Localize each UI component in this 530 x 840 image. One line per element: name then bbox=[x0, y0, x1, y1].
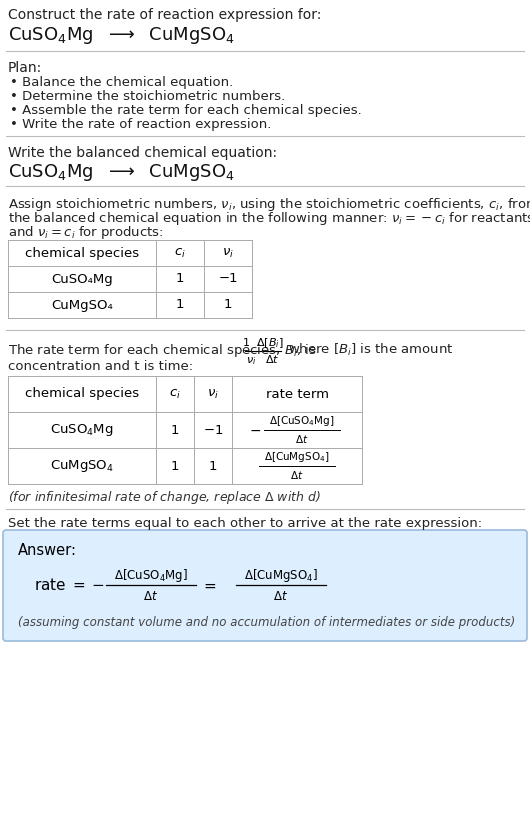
Text: CuSO₄Mg: CuSO₄Mg bbox=[51, 272, 113, 286]
Text: rate term: rate term bbox=[266, 387, 329, 401]
Text: $\Delta$[CuSO$_4$Mg]: $\Delta$[CuSO$_4$Mg] bbox=[114, 566, 188, 584]
Text: $=$: $=$ bbox=[201, 578, 217, 592]
Text: $\nu_i$: $\nu_i$ bbox=[222, 246, 234, 260]
Text: • Assemble the rate term for each chemical species.: • Assemble the rate term for each chemic… bbox=[10, 104, 362, 117]
Text: chemical species: chemical species bbox=[25, 246, 139, 260]
Text: • Write the rate of reaction expression.: • Write the rate of reaction expression. bbox=[10, 118, 271, 131]
Text: $\Delta$[CuMgSO$_4$]: $\Delta$[CuMgSO$_4$] bbox=[264, 450, 330, 464]
Text: 1: 1 bbox=[209, 459, 217, 472]
Text: 1  $\Delta$[$B_i$]: 1 $\Delta$[$B_i$] bbox=[242, 336, 284, 350]
Text: The rate term for each chemical species, $B_i$, is: The rate term for each chemical species,… bbox=[8, 342, 316, 359]
Text: CuMgSO₄: CuMgSO₄ bbox=[51, 298, 113, 312]
Text: • Balance the chemical equation.: • Balance the chemical equation. bbox=[10, 76, 233, 89]
Text: CuSO$_4$Mg  $\longrightarrow$  CuMgSO$_4$: CuSO$_4$Mg $\longrightarrow$ CuMgSO$_4$ bbox=[8, 162, 235, 183]
Text: the balanced chemical equation in the following manner: $\nu_i = -c_i$ for react: the balanced chemical equation in the fo… bbox=[8, 210, 530, 227]
Text: $\Delta$[CuMgSO$_4$]: $\Delta$[CuMgSO$_4$] bbox=[244, 566, 318, 584]
Text: (assuming constant volume and no accumulation of intermediates or side products): (assuming constant volume and no accumul… bbox=[18, 616, 515, 629]
Text: rate $= -$: rate $= -$ bbox=[34, 577, 104, 593]
Text: $\nu_i$: $\nu_i$ bbox=[207, 387, 219, 401]
Text: $c_i$: $c_i$ bbox=[174, 246, 186, 260]
Text: 1: 1 bbox=[224, 298, 232, 312]
Text: $-$: $-$ bbox=[249, 423, 261, 437]
Text: 1: 1 bbox=[171, 423, 179, 437]
Text: Set the rate terms equal to each other to arrive at the rate expression:: Set the rate terms equal to each other t… bbox=[8, 517, 482, 530]
FancyBboxPatch shape bbox=[3, 530, 527, 641]
Text: Assign stoichiometric numbers, $\nu_i$, using the stoichiometric coefficients, $: Assign stoichiometric numbers, $\nu_i$, … bbox=[8, 196, 530, 213]
Text: CuSO$_4$Mg  $\longrightarrow$  CuMgSO$_4$: CuSO$_4$Mg $\longrightarrow$ CuMgSO$_4$ bbox=[8, 25, 235, 46]
Text: $\Delta t$: $\Delta t$ bbox=[290, 469, 304, 481]
Text: $\Delta$[CuSO$_4$Mg]: $\Delta$[CuSO$_4$Mg] bbox=[269, 414, 335, 428]
Text: Construct the rate of reaction expression for:: Construct the rate of reaction expressio… bbox=[8, 8, 321, 22]
Text: $\Delta t$: $\Delta t$ bbox=[295, 433, 309, 445]
Text: CuMgSO$_4$: CuMgSO$_4$ bbox=[50, 458, 114, 474]
Text: $\Delta t$: $\Delta t$ bbox=[273, 590, 288, 602]
Text: Plan:: Plan: bbox=[8, 61, 42, 75]
Text: 1: 1 bbox=[171, 459, 179, 472]
Text: $\nu_i$   $\Delta t$: $\nu_i$ $\Delta t$ bbox=[246, 353, 280, 367]
Text: −1: −1 bbox=[218, 272, 238, 286]
Text: • Determine the stoichiometric numbers.: • Determine the stoichiometric numbers. bbox=[10, 90, 285, 103]
Text: $-1$: $-1$ bbox=[203, 423, 223, 437]
Text: 1: 1 bbox=[176, 298, 184, 312]
Text: $c_i$: $c_i$ bbox=[169, 387, 181, 401]
Text: concentration and t is time:: concentration and t is time: bbox=[8, 360, 193, 373]
Text: CuSO$_4$Mg: CuSO$_4$Mg bbox=[50, 422, 114, 438]
Text: chemical species: chemical species bbox=[25, 387, 139, 401]
Text: $\Delta t$: $\Delta t$ bbox=[144, 590, 158, 602]
Text: (for infinitesimal rate of change, replace $\Delta$ with $d$): (for infinitesimal rate of change, repla… bbox=[8, 489, 321, 506]
Text: Answer:: Answer: bbox=[18, 543, 77, 558]
Text: and $\nu_i = c_i$ for products:: and $\nu_i = c_i$ for products: bbox=[8, 224, 164, 241]
Text: Write the balanced chemical equation:: Write the balanced chemical equation: bbox=[8, 146, 277, 160]
Text: 1: 1 bbox=[176, 272, 184, 286]
Text: where [$B_i$] is the amount: where [$B_i$] is the amount bbox=[288, 342, 453, 358]
